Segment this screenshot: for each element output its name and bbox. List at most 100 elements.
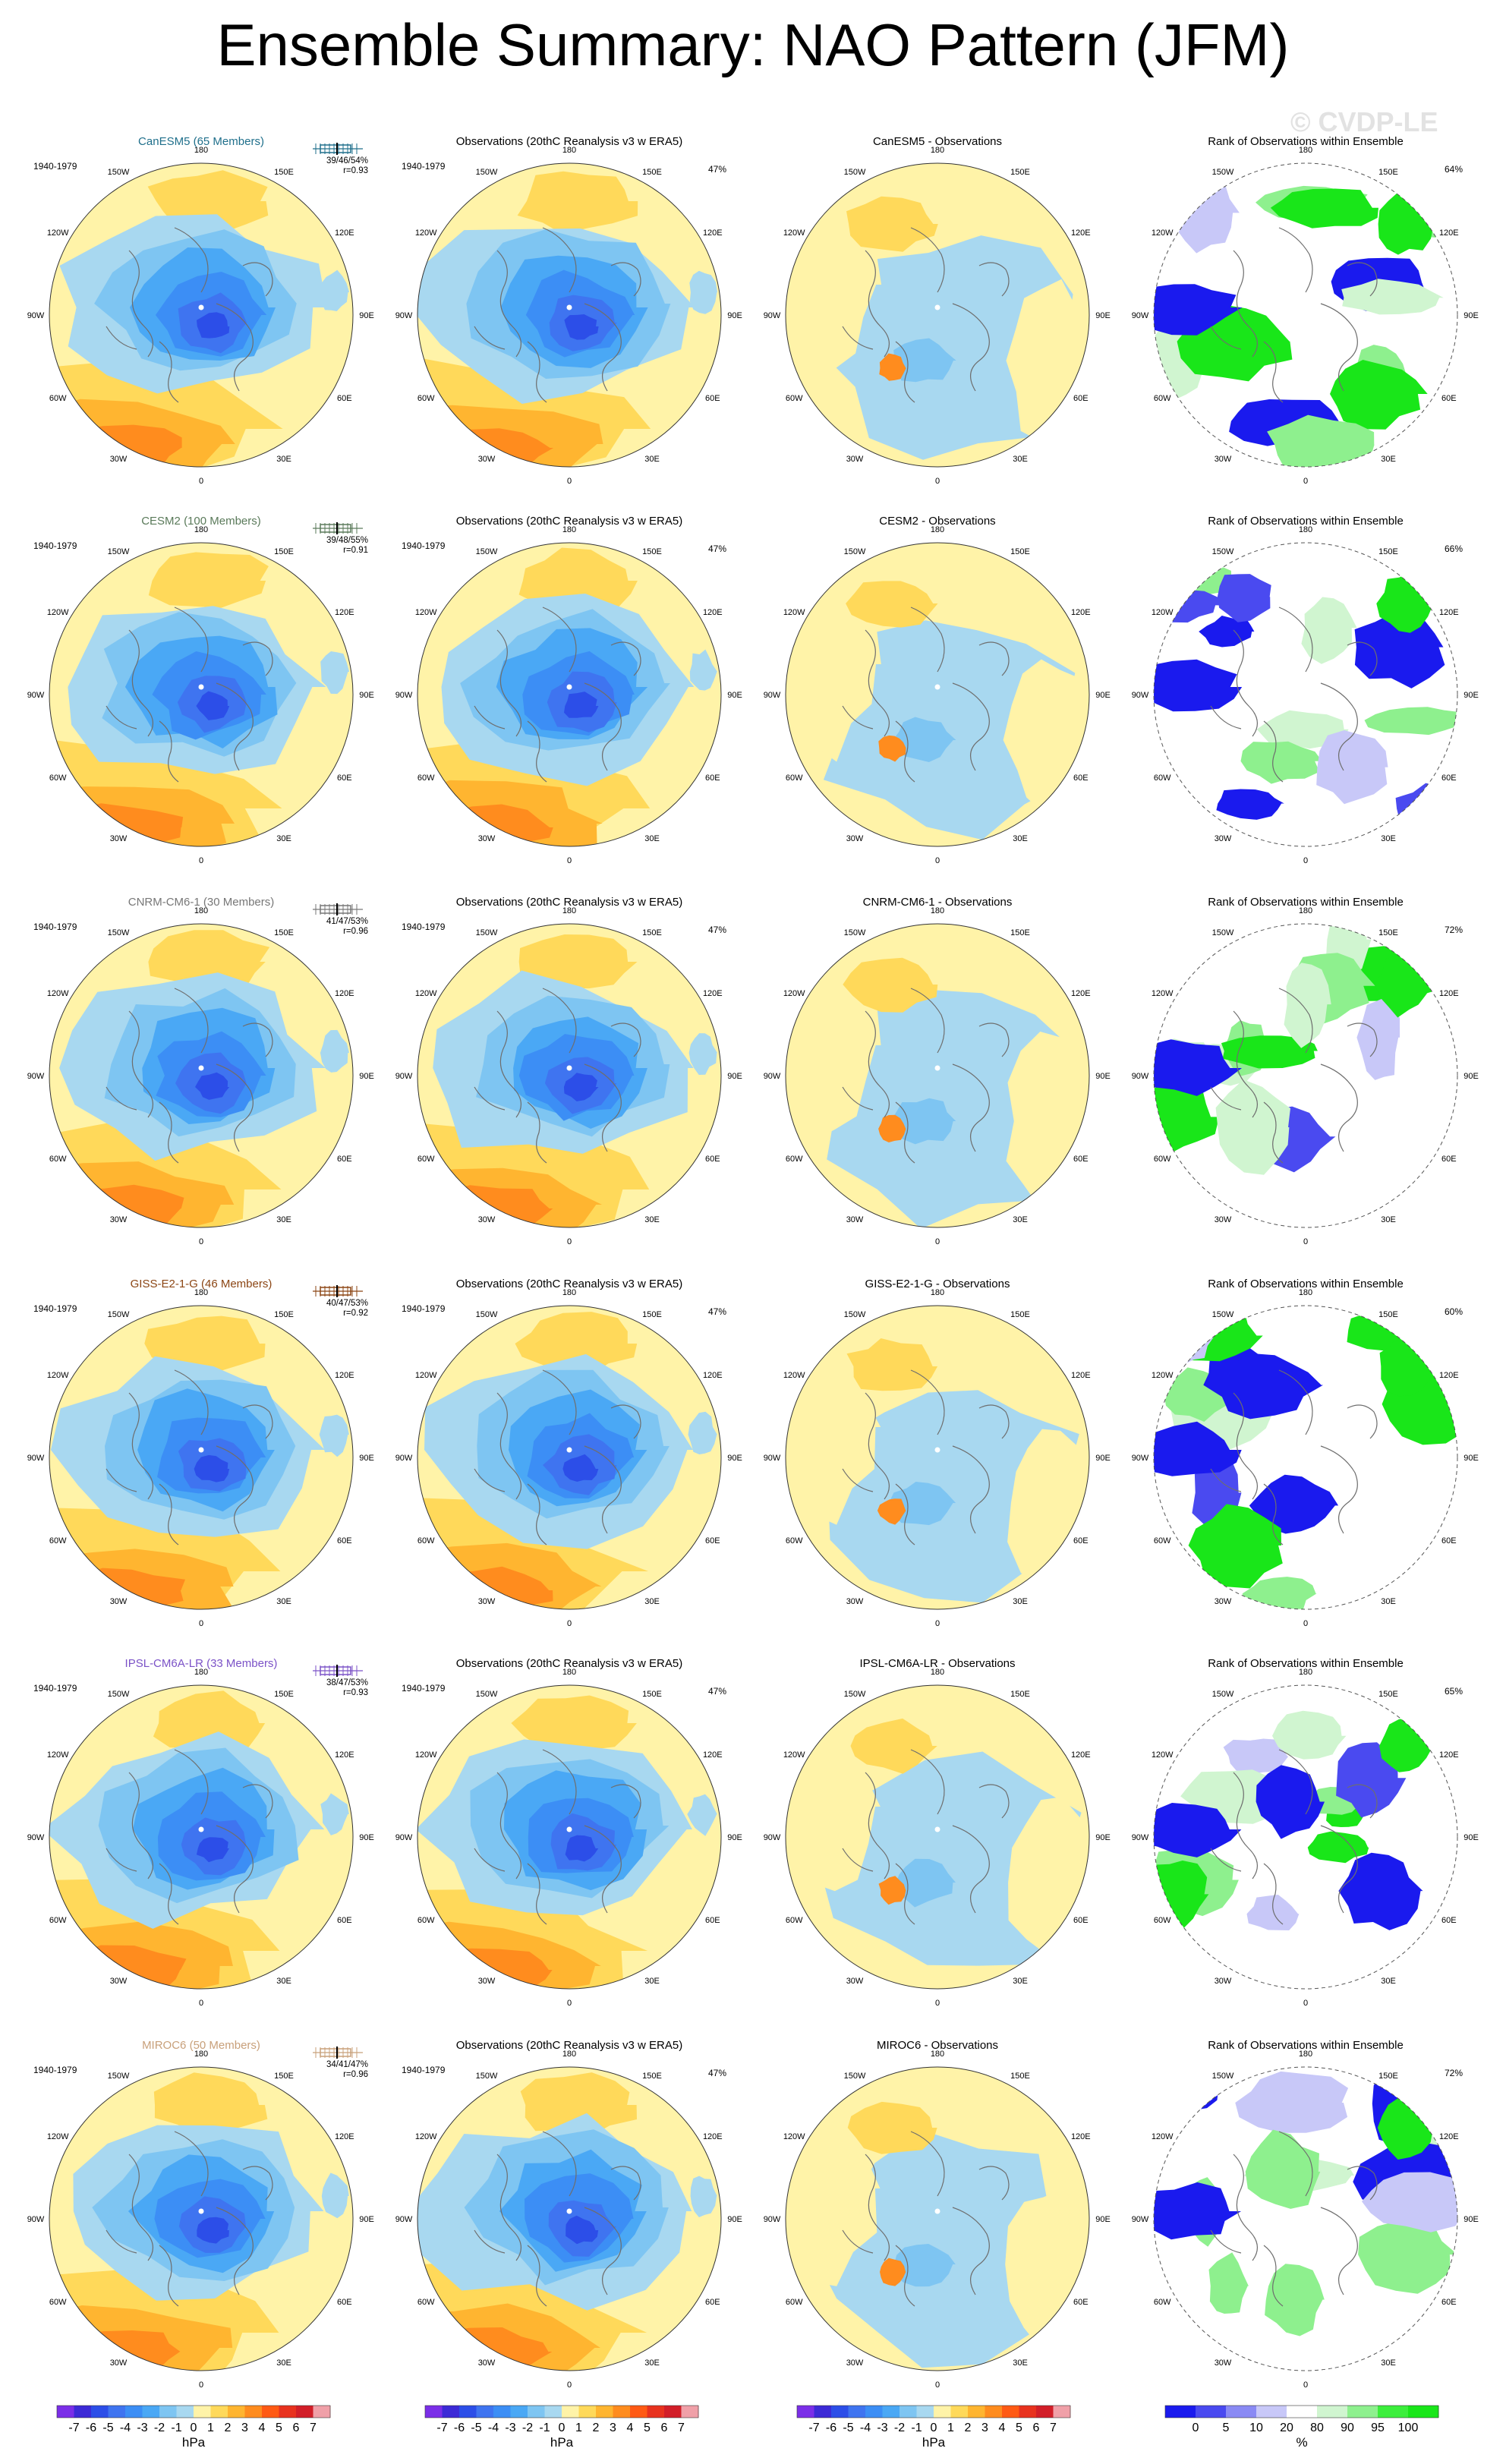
lon-label: 60W [49,1155,67,1164]
rank-map: 180 150E 120E 90E 60E 30E 0 30W 60W 90W 120W 150W Ra… [1127,1636,1484,2015]
colorbar-swatch [1196,2406,1227,2418]
lon-label: 60W [417,2298,435,2307]
colorbar-swatch [848,2406,866,2418]
lon-label: 150E [1010,547,1030,556]
lon-label: 90W [395,1454,413,1463]
lon-label: 120W [783,1750,805,1760]
lon-label: 180 [562,146,576,155]
colorbar-swatch [1347,2406,1378,2418]
colorbar-swatch [968,2406,985,2418]
colorbar-tick: 0 [191,2421,197,2434]
lon-label: 120W [783,608,805,617]
colorbar-tick: 100 [1398,2421,1419,2434]
lon-label: 30E [1381,1977,1396,1986]
lon-label: 150E [1010,1310,1030,1319]
colorbar-tick: 7 [310,2421,317,2434]
colorbar-tick: -2 [154,2421,165,2434]
ensemble-stats: 34/41/47% r=0.96 [296,2060,368,2080]
rank-percent: 66% [1445,544,1463,554]
lon-label: 90E [1095,1072,1111,1081]
lon-label: 150E [642,168,662,177]
lon-label: 30E [276,2358,291,2368]
pattern-correlation: r=0.96 [343,2070,368,2079]
lon-label: 150E [1010,168,1030,177]
lon-label: 120W [1152,1371,1174,1380]
lon-label: 150W [108,1310,130,1319]
colorbar-swatch [91,2406,109,2418]
lon-label: 150E [1010,2072,1030,2081]
map-svg: 180 150E 120E 90E 60E 30E 0 30W 60W 90W 120W 150W [1132,906,1479,1246]
period-label: 1940-1979 [33,922,77,932]
map-svg: 180 150E 120E 90E 60E 30E 0 30W 60W 90W 120W 150W [27,525,374,865]
lon-label: 60E [1073,1155,1089,1164]
panel-title: Observations (20thC Reanalysis v3 w ERA5… [455,1657,683,1670]
lon-label: 120E [335,989,354,998]
lon-label: 150W [844,547,866,556]
colorbar-swatch [493,2406,511,2418]
lon-label: 60W [786,2298,803,2307]
lon-label: 90W [1132,311,1149,320]
colorbar-swatch [296,2406,313,2418]
whisker-plot [313,143,363,155]
lon-label: 90W [1132,1454,1149,1463]
lon-label: 60W [1154,1916,1171,1925]
lon-label: 90E [727,2215,742,2224]
colorbar-swatch [1053,2406,1071,2418]
colorbar-hpa-diff: -7 -6 -5 -4 -3 -2 -1 0 1 2 3 4 5 6 7 hPa [796,2405,1071,2450]
lon-label: 60W [417,774,435,783]
pattern-correlation: r=0.93 [343,1688,368,1697]
colorbar-swatch [279,2406,297,2418]
stats-percentiles: 40/47/53% [326,1299,368,1308]
rank-percent: 72% [1445,2068,1463,2078]
observations-map: 180 150E 120E 90E 60E 30E 0 30W 60W 90W 120W 150W Ob… [391,493,748,873]
lon-label: 30W [478,1215,496,1224]
lon-label: 90W [27,1833,45,1842]
map-boundary [785,1305,1090,1610]
map-boundary [785,923,1090,1228]
model-map: 180 150E 120E 90E 60E 30E 0 30W 60W 90W 120W 150W MI… [23,2018,380,2397]
lon-label: 60W [1154,1155,1171,1164]
colorbar-tick: 2 [225,2421,232,2434]
map-svg: 180 150E 120E 90E 60E 30E 0 30W 60W 90W 120W 150W [764,906,1111,1246]
lon-label: 120W [783,1371,805,1380]
map-svg: 180 150E 120E 90E 60E 30E 0 30W 60W 90W 120W 150W [1132,2050,1479,2390]
lon-label: 30E [1013,1977,1028,1986]
obs-percent: 47% [708,1306,727,1317]
watermark: © CVDP-LE [1290,106,1438,137]
stats-percentiles: 34/41/47% [326,2060,368,2069]
lon-label: 120W [47,608,69,617]
lon-label: 90E [727,691,742,700]
lon-label: 180 [931,1288,944,1297]
colorbar-tick: 2 [593,2421,600,2434]
lon-label: 60W [786,1155,803,1164]
rank-percent: 60% [1445,1306,1463,1317]
lon-label: 120W [47,2132,69,2141]
lon-label: 0 [199,856,203,865]
lon-label: 30W [110,1215,128,1224]
panel-title: Observations (20thC Reanalysis v3 w ERA5… [455,896,683,909]
lon-label: 120W [783,228,805,238]
lon-label: 120E [1439,989,1459,998]
colorbar-swatch [142,2406,160,2418]
map-svg: 180 150E 120E 90E 60E 30E 0 30W 60W 90W 120W 150W [764,525,1111,865]
lon-label: 180 [1299,146,1312,155]
difference-map: 180 150E 120E 90E 60E 30E 0 30W 60W 90W 120W 150W IP… [759,1636,1116,2015]
colorbar-swatch [244,2406,263,2418]
panel-title: GISS-E2-1-G - Observations [865,1278,1010,1290]
stats-percentiles: 39/46/54% [326,156,368,165]
lon-label: 90W [764,2215,781,2224]
colorbar-swatch [647,2406,665,2418]
colorbar-swatch [57,2406,74,2418]
whisker-plot [313,522,363,534]
map-svg: 180 150E 120E 90E 60E 30E 0 30W 60W 90W 120W 150W [27,2050,374,2390]
colorbar-swatch [544,2406,562,2418]
colorbar-tick: 7 [1050,2421,1057,2434]
colorbar-swatch [1317,2406,1348,2418]
rank-map: 180 150E 120E 90E 60E 30E 0 30W 60W 90W 120W 150W Ra… [1127,1256,1484,1636]
lon-label: 150E [642,928,662,937]
lon-label: 180 [931,906,944,915]
lon-label: 30W [1215,2358,1232,2368]
lon-label: 0 [1303,477,1308,486]
whisker-plot [313,903,363,915]
colorbar-swatch [1226,2406,1257,2418]
